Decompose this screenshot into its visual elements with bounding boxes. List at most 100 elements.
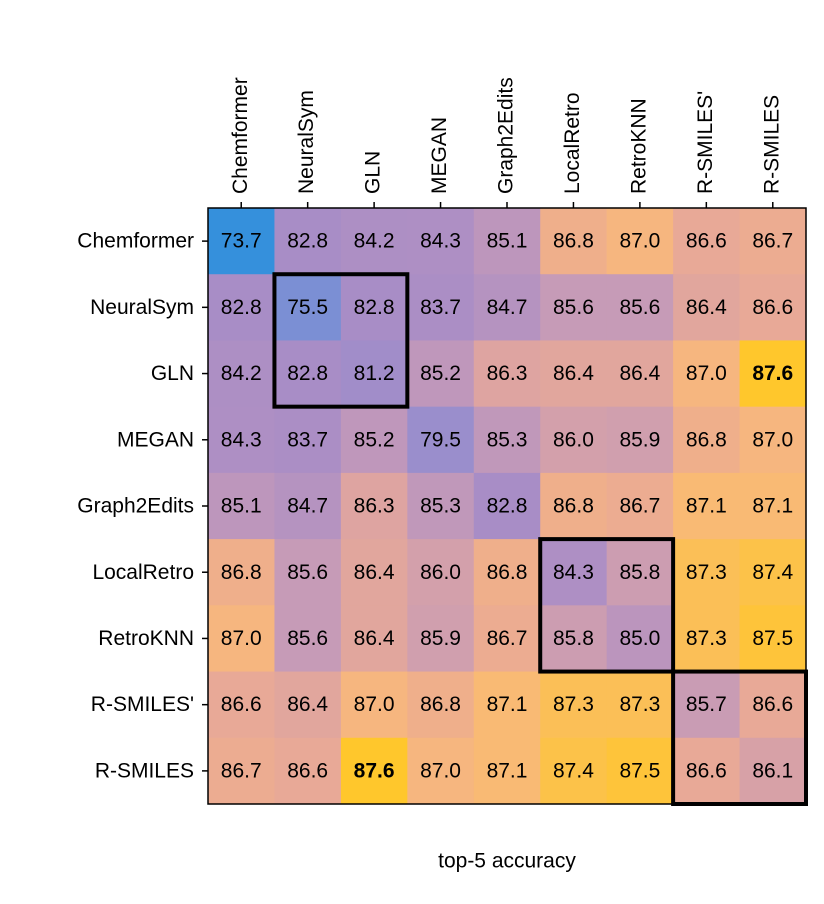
cell-label: 86.4 [553,362,594,385]
y-tick-label: MEGAN [117,428,194,451]
x-tick-label: NeuralSym [295,90,318,194]
cell-label: 85.9 [420,627,461,650]
heatmap-cell [274,671,342,739]
cell-label: 86.4 [354,627,395,650]
cell-label: 85.3 [420,495,461,518]
cell-label: 86.0 [420,561,461,584]
cell-label: 84.7 [487,296,528,319]
cell-label: 87.0 [221,627,262,650]
heatmap-cell [407,274,475,341]
highlight-box [538,537,676,674]
heatmap-cell [407,605,475,673]
heatmap-cell [540,406,608,474]
heatmap-cell [208,472,275,540]
cell-label: 86.8 [553,495,594,518]
heatmap-cell [407,340,475,408]
cell-label: 84.3 [553,561,594,584]
cell-label: 87.3 [686,627,727,650]
heatmap-cell [540,539,608,606]
heatmap-cell [274,274,342,341]
cell-label: 87.1 [487,759,528,782]
cell-label: 86.8 [553,230,594,253]
heatmap-cell [274,539,342,606]
cell-label: 86.7 [752,230,793,253]
x-tick-label: GLN [362,151,385,194]
cell-label: 85.0 [619,627,660,650]
heatmap-cell [606,406,674,474]
heatmap-cell [540,605,608,673]
heatmap-cell [208,208,275,275]
cell-label: 87.6 [354,759,395,782]
heatmap-cell [208,406,275,474]
heatmap-cell [606,274,674,341]
heatmap-cell [606,737,674,805]
cell-label: 87.0 [354,693,395,716]
cell-label: 83.7 [287,428,328,451]
heatmap-cell [540,208,608,275]
x-tick-label: R-SMILES' [694,91,717,194]
cell-label: 86.8 [487,561,528,584]
cell-label: 85.9 [619,428,660,451]
heatmap-cell [340,208,408,275]
cell-label: 83.7 [420,296,461,319]
heatmap-cell [739,605,807,673]
heatmap-cell [540,340,608,408]
heatmap-cell [739,208,807,275]
cell-label: 87.1 [686,495,727,518]
cell-label: 86.3 [487,362,528,385]
cell-label: 84.3 [221,428,262,451]
heatmap-cell [606,539,674,606]
x-tick-label: Chemformer [229,77,252,194]
x-tick-label: LocalRetro [561,92,584,194]
heatmap-cell [340,671,408,739]
heatmap-cell [407,539,475,606]
y-tick-label: RetroKNN [98,627,194,650]
heatmap-cell [407,208,475,275]
cell-label: 86.8 [420,693,461,716]
heatmap-cell [473,208,541,275]
cell-label: 87.0 [686,362,727,385]
heatmap-cell [673,671,741,739]
heatmap-cell [274,340,342,408]
x-tick-label: MEGAN [428,117,451,194]
heatmap-cell [340,274,408,341]
heatmap-cell [473,340,541,408]
cell-label: 86.6 [686,759,727,782]
cell-label: 86.6 [686,230,727,253]
heatmap-cell [540,472,608,540]
cell-label: 87.3 [686,561,727,584]
heatmap-cell [208,671,275,739]
heatmap-cell [673,605,741,673]
plot-frame [207,207,807,805]
cell-label: 82.8 [487,495,528,518]
x-tick-label: R-SMILES [760,95,783,194]
cell-label: 86.6 [287,759,328,782]
heatmap-cell [208,340,275,408]
cell-label: 84.3 [420,230,461,253]
heatmap-cell [673,208,741,275]
cell-label: 86.7 [619,495,660,518]
heatmap-cell [673,737,741,805]
cell-label: 86.4 [287,693,328,716]
cell-label: 86.7 [221,759,262,782]
heatmap-cell [673,472,741,540]
cell-label: 82.8 [287,230,328,253]
heatmap-cell [540,274,608,341]
heatmap-cell [340,539,408,606]
y-tick-label: GLN [151,362,194,385]
heatmap-cell [274,406,342,474]
heatmap-cell [739,472,807,540]
cell-label: 85.2 [354,428,395,451]
heatmap-cell [274,737,342,805]
heatmap-cell [208,737,275,805]
cell-label: 86.7 [487,627,528,650]
heatmap-cell [208,539,275,606]
cell-label: 85.2 [420,362,461,385]
heatmap-cell [739,274,807,341]
heatmap-cell [606,472,674,540]
heatmap-cell [274,472,342,540]
heatmap-cell [340,737,408,805]
heatmap-cell [208,605,275,673]
heatmap-cell [208,274,275,341]
